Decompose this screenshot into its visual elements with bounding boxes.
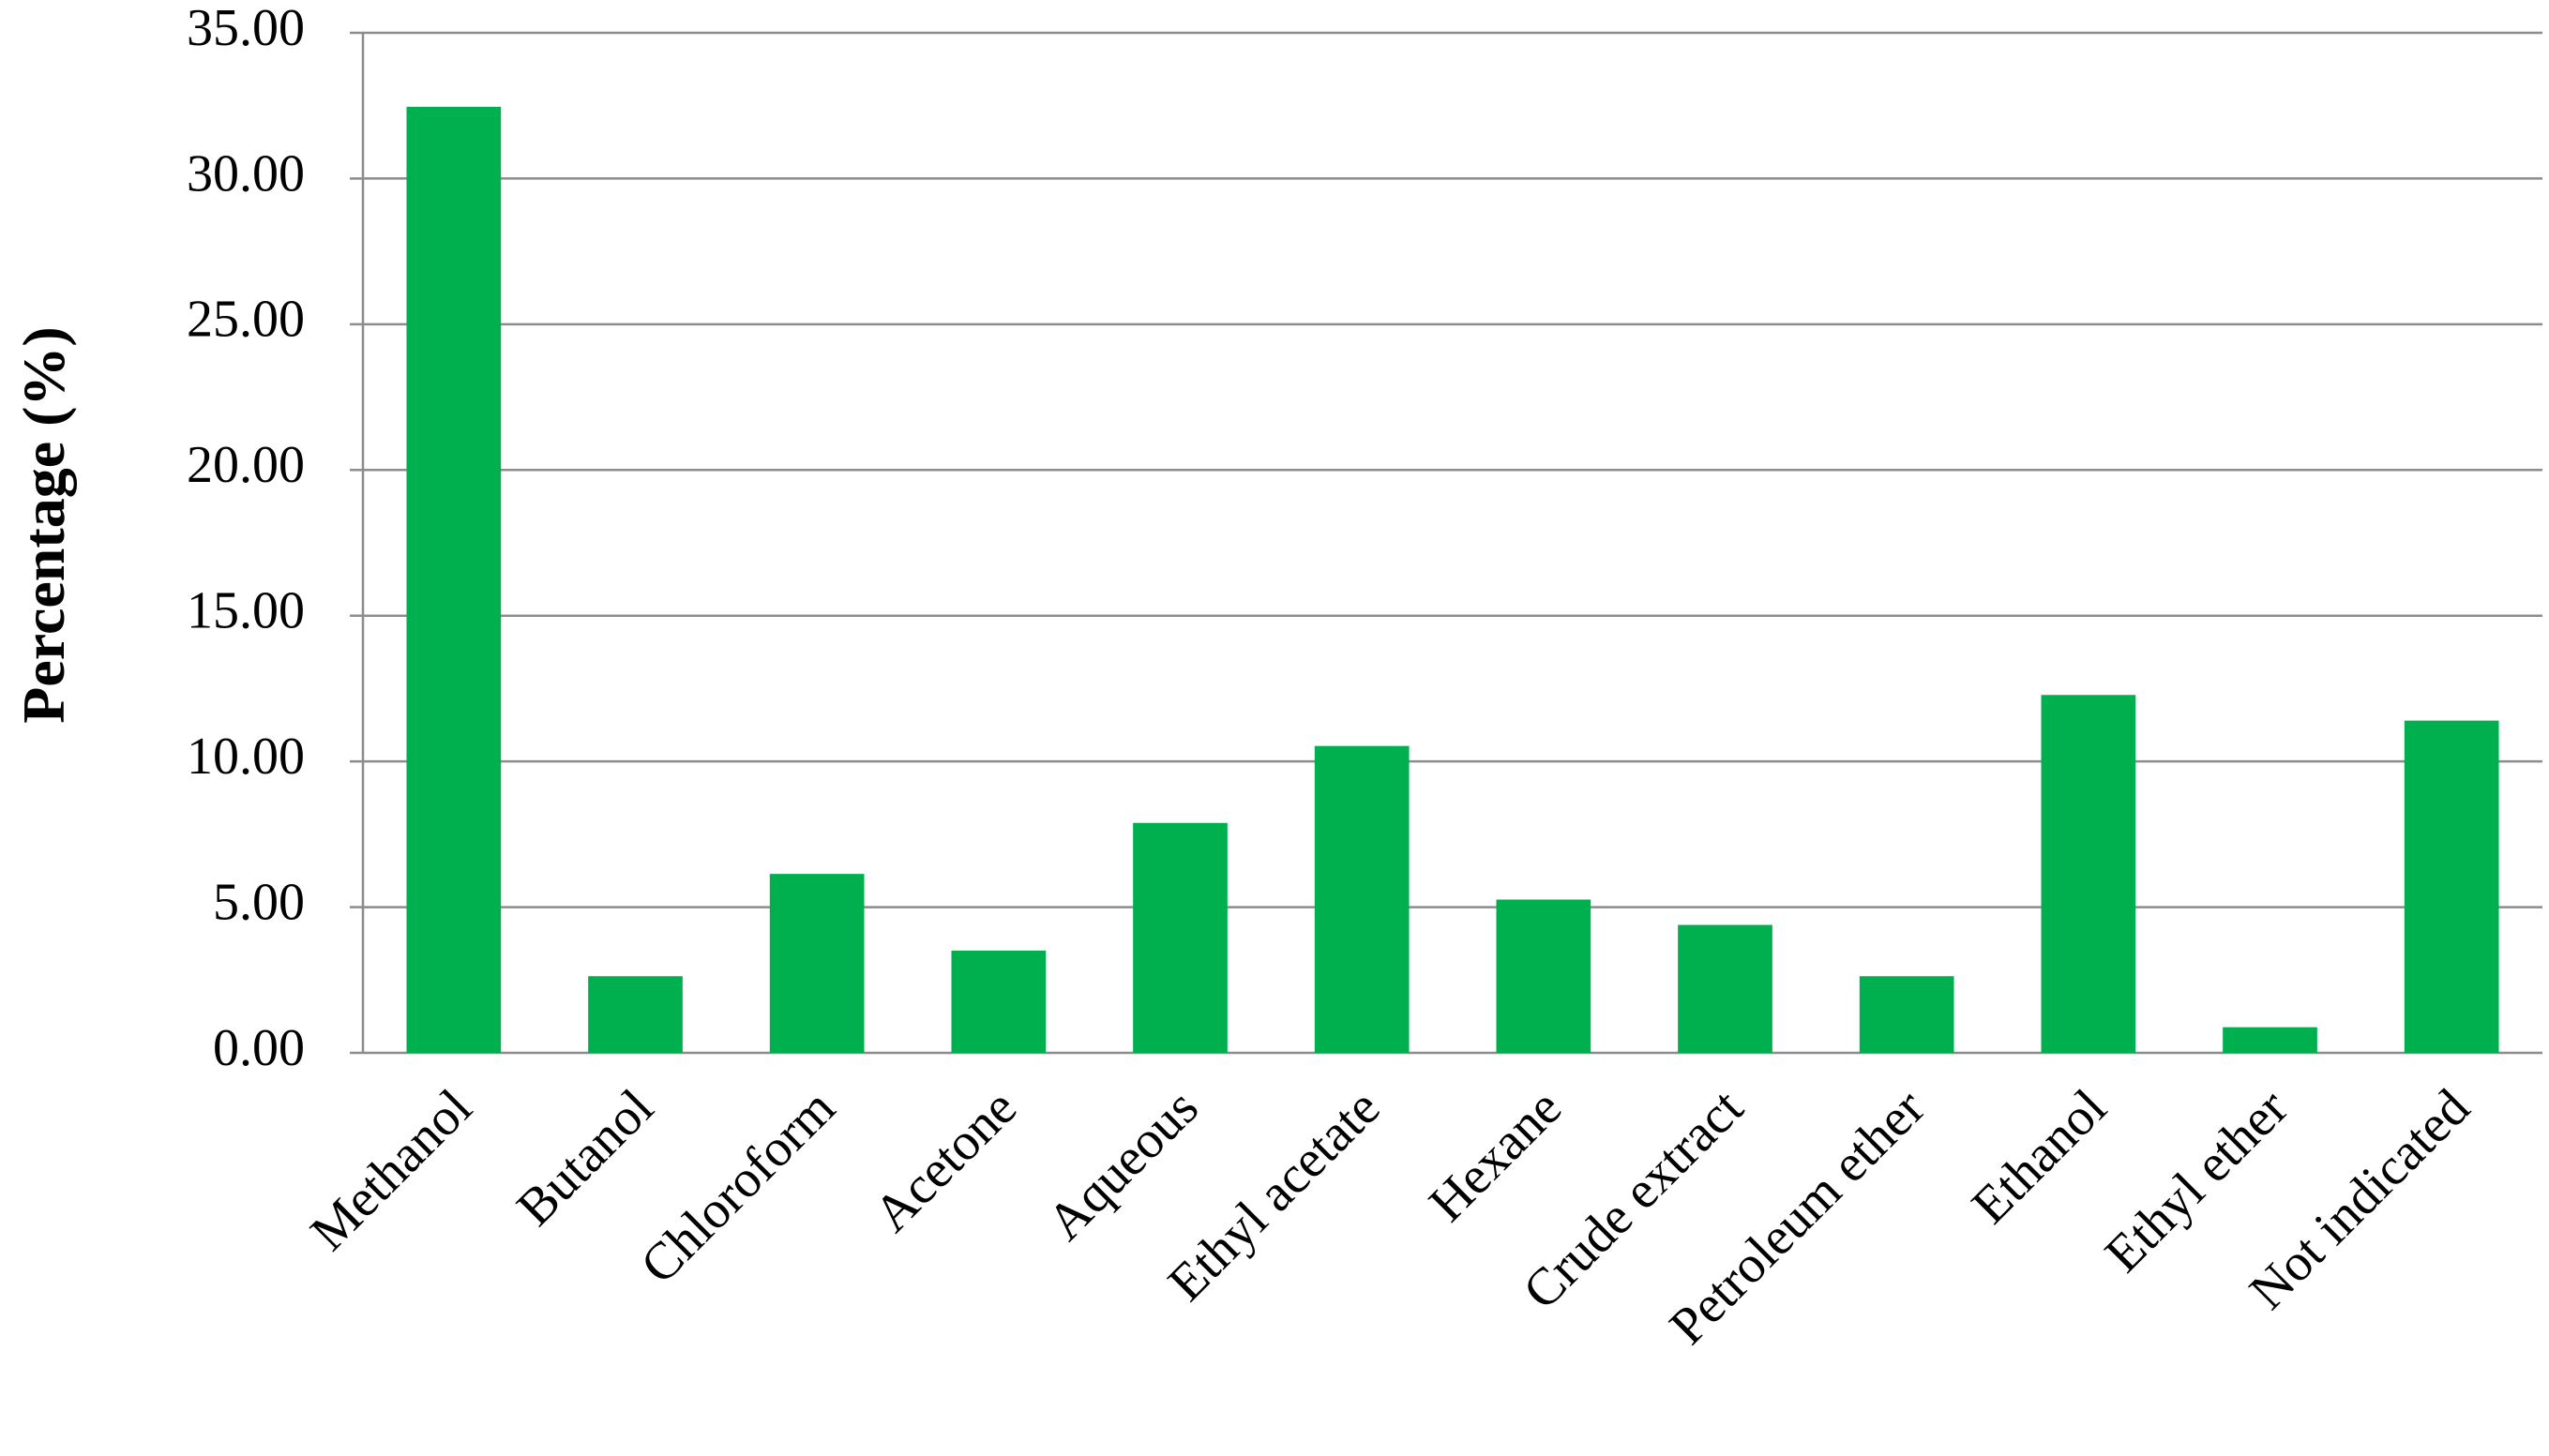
y-tick-label: 5.00 <box>213 873 305 931</box>
x-tick-label: Ethanol <box>1961 1078 2118 1235</box>
x-tick-label: Aqueous <box>1036 1078 1210 1252</box>
y-tick-label: 30.00 <box>187 144 305 203</box>
y-tick-label: 10.00 <box>187 728 305 786</box>
y-tick-label: 15.00 <box>187 582 305 640</box>
x-tick-label: Hexane <box>1418 1078 1573 1233</box>
x-tick-label: Methanol <box>299 1078 483 1262</box>
bar <box>769 874 865 1053</box>
y-axis-title: Percentage (%) <box>10 326 77 724</box>
bar <box>1314 745 1410 1053</box>
bar <box>2223 1027 2317 1053</box>
bar <box>1678 924 1772 1053</box>
bar <box>2404 720 2499 1053</box>
x-tick-label: Chloroform <box>630 1078 847 1295</box>
x-tick-label: Butanol <box>505 1078 664 1237</box>
y-tick-label: 0.00 <box>213 1019 305 1077</box>
bar <box>1496 899 1591 1053</box>
y-tick-label: 35.00 <box>187 0 305 57</box>
y-tick-label: 25.00 <box>187 291 305 349</box>
bar <box>1859 976 1954 1053</box>
bar <box>951 950 1047 1053</box>
bar <box>1133 822 1228 1053</box>
y-tick-label: 20.00 <box>187 436 305 494</box>
x-tick-label: Acetone <box>863 1078 1028 1243</box>
bar <box>588 976 683 1053</box>
bar <box>406 106 502 1054</box>
bar <box>2041 695 2136 1053</box>
